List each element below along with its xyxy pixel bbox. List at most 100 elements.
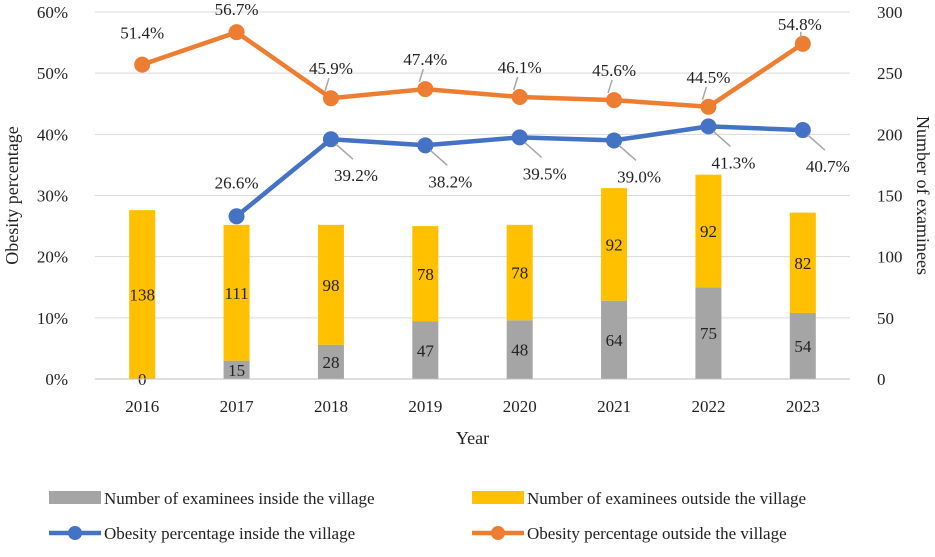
line-labels: 26.6% 39.2% 38.2% 39.5% 39.0% 41.3% 40.7% 51.4%… bbox=[120, 0, 850, 192]
x-tick-label: 2021 bbox=[597, 397, 631, 416]
legend-label: Number of examinees outside the village bbox=[527, 489, 806, 508]
bar-inside bbox=[601, 300, 628, 379]
bar-inside bbox=[223, 360, 250, 379]
bar-outside bbox=[506, 224, 533, 321]
bars bbox=[129, 174, 816, 379]
x-tick-label: 2018 bbox=[314, 397, 348, 416]
outside-value-label: 45.6% bbox=[592, 61, 636, 80]
x-tick-label: 2020 bbox=[503, 397, 537, 416]
marker-inside bbox=[322, 131, 339, 148]
inside-value-label: 40.7% bbox=[806, 157, 850, 176]
bar-inside-label: 28 bbox=[322, 353, 339, 372]
bar-inside bbox=[412, 321, 439, 379]
marker-outside bbox=[511, 89, 528, 106]
y-left-tick-label: 0% bbox=[45, 370, 68, 389]
bar-outside bbox=[601, 188, 628, 301]
legend-swatch-outside-bar bbox=[472, 491, 524, 504]
y-left-axis-title: Obesity percentage bbox=[2, 126, 22, 264]
bar-outside-label: 98 bbox=[322, 276, 339, 295]
y-right-tick-label: 100 bbox=[877, 248, 903, 267]
marker-outside bbox=[606, 92, 623, 109]
y-left-tick-label: 40% bbox=[37, 125, 68, 144]
leader-line bbox=[335, 143, 354, 160]
marker-inside bbox=[417, 137, 434, 154]
bar-outside-label: 82 bbox=[794, 254, 811, 273]
leader-line bbox=[512, 76, 519, 91]
bar-outside bbox=[223, 224, 250, 361]
outside-value-label: 56.7% bbox=[215, 0, 259, 19]
x-tick-label: 2019 bbox=[408, 397, 442, 416]
y-left-tick-label: 20% bbox=[37, 248, 68, 267]
lines bbox=[134, 24, 811, 225]
legend-label: Number of examinees inside the village bbox=[104, 489, 375, 508]
bar-outside bbox=[789, 212, 816, 313]
legend-marker-inside bbox=[68, 526, 82, 540]
bar-inside-label: 64 bbox=[606, 331, 624, 350]
bar-outside bbox=[317, 224, 344, 345]
line-outside bbox=[141, 29, 805, 110]
x-axis-title: Year bbox=[456, 428, 489, 448]
leader-line bbox=[524, 141, 543, 158]
marker-inside bbox=[700, 118, 717, 135]
marker-inside bbox=[606, 132, 623, 149]
legend-label: Obesity percentage inside the village bbox=[104, 524, 355, 543]
bar-outside-label: 78 bbox=[511, 264, 528, 283]
y-left-tick-label: 60% bbox=[37, 3, 68, 22]
bar-outside bbox=[412, 226, 439, 322]
outside-value-label: 54.8% bbox=[778, 15, 822, 34]
outside-value-label: 46.1% bbox=[498, 58, 542, 77]
y-left-tick-label: 50% bbox=[37, 64, 68, 83]
marker-outside bbox=[700, 98, 717, 115]
marker-outside bbox=[322, 90, 339, 107]
y-left-tick-label: 30% bbox=[37, 187, 68, 206]
bar-inside bbox=[317, 344, 344, 379]
bar-outside-label: 78 bbox=[417, 265, 434, 284]
bar-outside bbox=[695, 174, 722, 288]
x-tick-label: 2022 bbox=[691, 397, 725, 416]
inside-value-label: 39.5% bbox=[523, 164, 567, 183]
leader-line bbox=[418, 68, 425, 83]
axes: 0% 0 10% 50 20% 100 30% 150 40% 200 50% 250 60% 300 20… bbox=[2, 3, 933, 448]
y-right-tick-label: 150 bbox=[877, 187, 903, 206]
bar-outside bbox=[129, 210, 156, 379]
outside-value-label: 47.4% bbox=[403, 50, 447, 69]
bar-inside-label: 48 bbox=[511, 341, 528, 360]
y-right-axis-title: Number of examinees bbox=[913, 116, 933, 275]
leader-line bbox=[607, 79, 613, 94]
bar-inside bbox=[695, 287, 722, 379]
x-tick-label: 2017 bbox=[220, 397, 255, 416]
bar-outside-label: 111 bbox=[224, 284, 248, 303]
marker-outside bbox=[417, 81, 434, 98]
marker-inside bbox=[511, 129, 528, 146]
bar-outside-label: 92 bbox=[700, 222, 717, 241]
marker-outside bbox=[228, 24, 245, 41]
x-tick-label: 2023 bbox=[786, 397, 820, 416]
legend-label: Obesity percentage outside the village bbox=[527, 524, 787, 543]
marker-inside bbox=[794, 122, 811, 139]
bar-inside-label: 54 bbox=[794, 337, 812, 356]
bar-inside bbox=[506, 320, 533, 379]
outside-value-label: 51.4% bbox=[120, 24, 164, 43]
y-right-tick-label: 250 bbox=[877, 64, 903, 83]
bar-inside-label: 47 bbox=[417, 341, 435, 360]
inside-value-label: 41.3% bbox=[711, 153, 755, 172]
leader-line bbox=[807, 134, 826, 151]
marker-outside bbox=[134, 56, 151, 73]
bar-inside-label: 75 bbox=[700, 324, 717, 343]
inside-value-label: 38.2% bbox=[428, 172, 472, 191]
leader-line bbox=[701, 86, 708, 101]
bar-outside-label: 92 bbox=[606, 235, 623, 254]
y-right-tick-label: 0 bbox=[877, 370, 886, 389]
leader-line bbox=[324, 78, 330, 92]
leader-line bbox=[618, 144, 637, 162]
leader-line bbox=[429, 149, 448, 166]
y-right-tick-label: 50 bbox=[877, 309, 894, 328]
y-right-tick-label: 200 bbox=[877, 125, 903, 144]
legend: Number of examinees inside the village Nu… bbox=[49, 489, 806, 543]
marker-outside bbox=[794, 35, 811, 52]
outside-value-label: 44.5% bbox=[686, 68, 730, 87]
y-left-tick-label: 10% bbox=[37, 309, 68, 328]
